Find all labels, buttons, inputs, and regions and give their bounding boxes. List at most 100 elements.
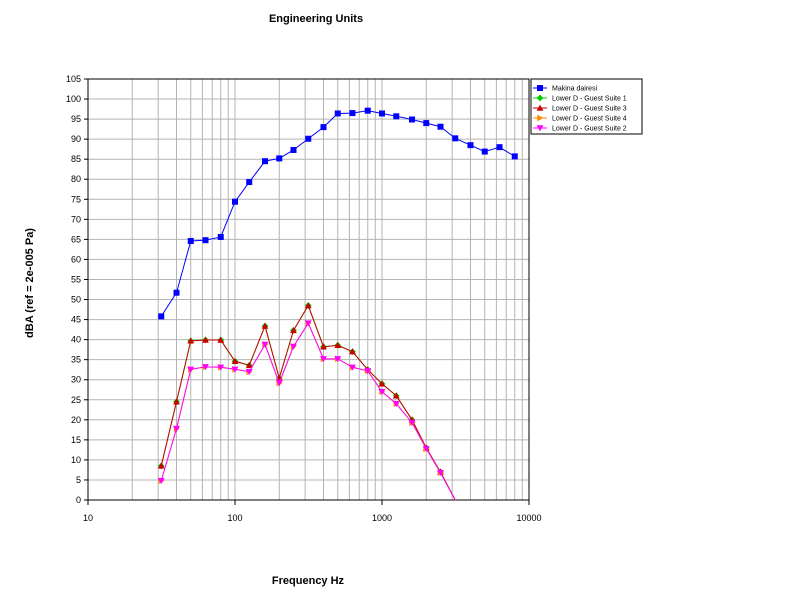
data-point <box>173 425 180 433</box>
legend-entry-label: Makina dairesi <box>552 86 598 93</box>
data-point <box>334 356 342 363</box>
data-point <box>187 337 195 344</box>
y-tick-label: 20 <box>71 415 81 425</box>
data-point <box>452 135 459 142</box>
data-point <box>275 380 283 387</box>
y-tick-label: 85 <box>71 154 81 164</box>
x-tick-label: 1000 <box>372 513 392 523</box>
data-point <box>157 462 165 469</box>
data-point <box>217 364 225 371</box>
y-tick-label: 95 <box>71 114 81 124</box>
data-point <box>349 110 356 117</box>
data-point <box>349 348 356 355</box>
data-point <box>158 313 165 320</box>
data-point <box>408 419 416 427</box>
x-tick-label: 10000 <box>516 513 541 523</box>
data-point <box>320 343 327 350</box>
chart-title: Engineering Units <box>269 13 363 25</box>
data-point <box>304 320 312 327</box>
data-point <box>409 116 416 123</box>
data-point <box>481 148 488 155</box>
data-point <box>334 110 341 117</box>
legend-entry-label: Lower D - Guest Suite 2 <box>552 126 627 133</box>
data-point <box>320 124 327 131</box>
data-point <box>496 144 503 151</box>
data-point <box>392 401 400 408</box>
y-tick-label: 45 <box>71 315 81 325</box>
y-tick-label: 0 <box>76 495 81 505</box>
data-point <box>217 336 225 343</box>
y-tick-label: 100 <box>66 94 81 104</box>
legend: Makina dairesi Lower D - Guest Suite 1 Low… <box>530 78 643 135</box>
legend-marker <box>536 125 544 132</box>
data-point <box>157 478 165 485</box>
legend-entry-label: Lower D - Guest Suite 4 <box>552 116 627 123</box>
data-point <box>245 368 253 376</box>
y-tick-label: 65 <box>71 234 81 244</box>
data-point <box>349 364 356 371</box>
legend-entry-label: Lower D - Guest Suite 1 <box>552 96 627 103</box>
data-point <box>173 289 180 296</box>
series-line <box>160 322 456 501</box>
x-tick-label: 10 <box>83 513 93 523</box>
data-point <box>320 356 327 363</box>
y-tick-label: 35 <box>71 355 81 365</box>
data-point <box>422 445 430 453</box>
y-tick-label: 5 <box>76 475 81 485</box>
data-point <box>187 366 195 373</box>
x-tick-label: 100 <box>227 513 242 523</box>
y-tick-labels: 0 5 10 15 20 25 30 35 40 45 50 55 60 65 70 75 80 85 90 95 10… <box>66 74 88 505</box>
plot-frame <box>87 78 530 501</box>
data-point <box>262 158 269 165</box>
data-point <box>393 113 400 120</box>
y-tick-label: 105 <box>66 74 81 84</box>
x-tick-labels: 10 100 1000 10000 <box>83 500 542 523</box>
legend-marker <box>536 104 544 111</box>
data-point <box>261 341 269 348</box>
series-0 <box>158 107 518 320</box>
series-line <box>160 304 456 501</box>
series-4 <box>157 320 456 501</box>
y-tick-label: 55 <box>71 274 81 284</box>
grid <box>88 79 529 500</box>
data-point <box>423 120 430 127</box>
data-point <box>378 380 386 387</box>
legend-entry-label: Lower D - Guest Suite 3 <box>552 106 627 113</box>
data-point <box>290 146 297 153</box>
series-line <box>160 304 456 501</box>
y-tick-label: 25 <box>71 395 81 405</box>
y-tick-label: 30 <box>71 375 81 385</box>
data-point <box>290 326 297 334</box>
data-point <box>202 336 209 343</box>
y-tick-label: 90 <box>71 134 81 144</box>
legend-marker <box>537 114 544 122</box>
data-point <box>202 237 209 244</box>
y-tick-label: 60 <box>71 254 81 264</box>
y-tick-label: 80 <box>71 174 81 184</box>
data-point <box>290 343 297 350</box>
data-point <box>232 198 238 205</box>
series-group <box>157 107 518 501</box>
legend-box <box>530 78 643 135</box>
legend-marker <box>537 85 543 91</box>
data-point <box>173 398 180 405</box>
data-point <box>334 341 342 348</box>
series-line <box>160 322 456 501</box>
data-point <box>304 302 312 309</box>
y-tick-label: 75 <box>71 194 81 204</box>
data-point <box>231 366 239 373</box>
data-point <box>231 357 239 364</box>
data-point <box>261 322 269 329</box>
data-point <box>217 233 224 240</box>
data-point <box>246 179 253 186</box>
data-point <box>305 135 312 142</box>
y-tick-label: 40 <box>71 335 81 345</box>
data-point <box>364 107 371 114</box>
data-point <box>437 123 444 130</box>
data-point <box>378 389 386 396</box>
data-point <box>392 392 400 399</box>
data-point <box>364 368 372 375</box>
y-tick-label: 50 <box>71 295 81 305</box>
data-point <box>379 110 385 117</box>
